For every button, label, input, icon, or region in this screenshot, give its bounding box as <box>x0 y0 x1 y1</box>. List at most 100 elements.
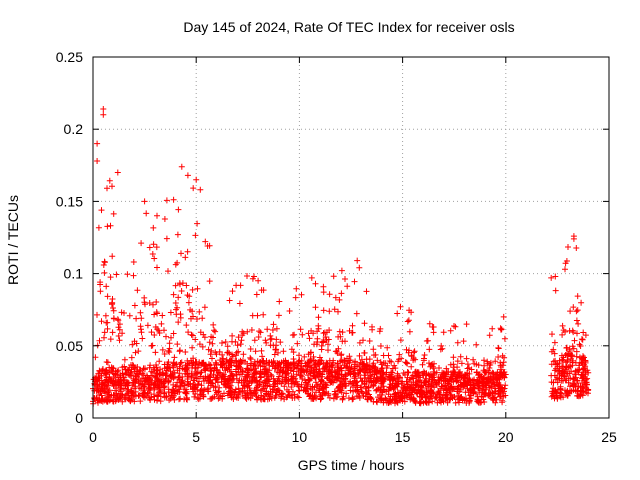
data-point <box>107 222 114 229</box>
data-point <box>100 262 107 268</box>
data-point <box>283 360 290 367</box>
data-point <box>262 337 269 344</box>
data-point <box>217 357 224 364</box>
data-point <box>298 291 305 298</box>
data-point <box>247 389 254 396</box>
data-point <box>465 389 472 396</box>
data-point <box>404 385 411 392</box>
data-point <box>552 273 559 280</box>
data-point <box>574 387 581 394</box>
data-point <box>579 392 586 399</box>
data-point <box>368 373 375 380</box>
data-point <box>501 354 508 361</box>
data-point <box>299 331 306 338</box>
data-point <box>395 392 402 399</box>
data-point <box>237 366 244 373</box>
data-point <box>140 365 147 372</box>
data-point <box>475 371 482 378</box>
data-point <box>260 311 267 318</box>
data-point <box>420 357 427 364</box>
data-point <box>321 329 328 336</box>
data-point <box>548 361 555 368</box>
data-point <box>146 384 153 391</box>
data-point <box>367 372 374 379</box>
data-point <box>272 383 279 390</box>
data-point <box>360 337 366 344</box>
data-point <box>184 381 191 388</box>
data-point <box>212 349 219 356</box>
axis-ticks: 0 5 10 15 20 25 0 0.05 0.1 0.15 0.2 0.25 <box>56 49 617 445</box>
data-point <box>318 378 325 385</box>
data-point <box>95 224 102 231</box>
data-point <box>420 382 427 389</box>
data-point <box>235 334 242 341</box>
data-points <box>90 106 592 407</box>
data-point <box>141 294 148 301</box>
data-point <box>181 386 187 393</box>
data-point <box>345 380 352 387</box>
data-point <box>447 327 454 334</box>
data-point <box>205 346 212 353</box>
data-point <box>129 341 136 348</box>
data-point <box>184 357 191 364</box>
data-point <box>288 384 295 390</box>
data-point <box>487 362 494 368</box>
data-point <box>192 336 199 343</box>
data-point <box>419 361 426 368</box>
data-point <box>297 360 304 367</box>
data-point <box>264 382 271 389</box>
data-point <box>161 351 168 357</box>
data-point <box>562 359 569 366</box>
data-point <box>239 332 246 339</box>
data-point <box>337 358 344 365</box>
data-point <box>356 264 363 271</box>
data-point <box>200 360 207 367</box>
data-point <box>331 306 338 313</box>
data-point <box>110 315 117 322</box>
data-point <box>240 377 247 384</box>
data-point <box>295 394 302 401</box>
data-point <box>229 338 235 345</box>
data-point <box>118 377 125 384</box>
data-point <box>153 244 160 251</box>
data-point <box>115 333 122 339</box>
data-point <box>263 339 270 346</box>
x-tick-label: 0 <box>89 429 97 445</box>
data-point <box>202 238 209 245</box>
data-point <box>206 278 213 285</box>
data-point <box>116 326 123 333</box>
data-point <box>129 390 136 397</box>
data-point <box>209 355 215 362</box>
data-point <box>133 368 140 375</box>
data-point <box>430 329 437 336</box>
data-point <box>482 390 489 397</box>
data-point <box>344 283 351 290</box>
data-point <box>431 360 437 367</box>
data-point <box>393 382 400 389</box>
data-point <box>220 371 227 378</box>
data-point <box>302 387 309 394</box>
data-point <box>455 369 462 376</box>
data-point <box>240 351 247 358</box>
data-point <box>344 360 351 367</box>
data-point <box>475 385 482 392</box>
data-point <box>205 380 212 387</box>
data-point <box>273 342 280 349</box>
data-point <box>318 395 325 402</box>
data-point <box>564 350 570 357</box>
data-point <box>294 381 301 388</box>
data-point <box>184 367 191 374</box>
data-point <box>97 288 104 295</box>
data-point <box>182 370 189 377</box>
data-point <box>192 364 198 371</box>
data-point <box>169 394 176 401</box>
data-point <box>321 365 328 372</box>
data-point <box>391 375 398 382</box>
data-point <box>558 372 565 379</box>
data-point <box>189 286 196 293</box>
data-point <box>130 272 137 279</box>
data-point <box>384 362 391 369</box>
data-point <box>244 328 251 335</box>
data-point <box>117 388 124 395</box>
data-point <box>268 335 275 342</box>
